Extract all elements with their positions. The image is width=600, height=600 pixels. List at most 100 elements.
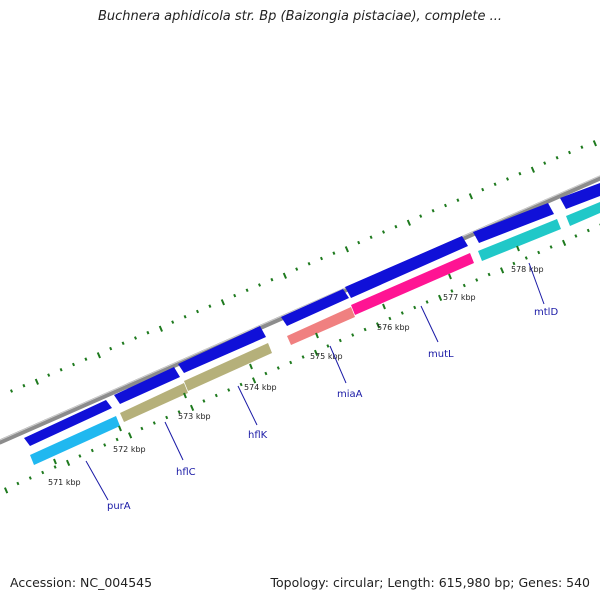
cds-arrow[interactable] <box>178 326 266 373</box>
gc-dot <box>562 239 567 247</box>
scale-tick <box>516 245 520 252</box>
gc-dot <box>301 355 305 359</box>
gene-leader-line <box>329 345 347 384</box>
outer-dot <box>233 293 237 298</box>
outer-dot <box>481 187 485 192</box>
outer-dot <box>146 330 150 335</box>
outer-dot <box>369 235 373 240</box>
gene-label-hflC[interactable]: hflC <box>176 467 196 478</box>
outer-dot <box>220 299 225 306</box>
gene-leader-line <box>164 421 184 461</box>
outer-dot <box>580 145 584 149</box>
accession-text: Accession: NC_004545 <box>10 575 153 590</box>
gc-dot <box>115 437 119 442</box>
gc-dot <box>413 305 417 310</box>
gene-block-hflC[interactable] <box>120 383 188 422</box>
cds-reverse-strand <box>30 202 600 465</box>
gc-dot <box>252 377 257 384</box>
cds-arrow[interactable] <box>560 183 600 209</box>
gene-labels: purA hflC hflK miaA mutL mtlD <box>85 262 558 512</box>
gene-label-miaA[interactable]: miaA <box>337 389 363 400</box>
outer-dot <box>518 171 522 176</box>
outer-dot <box>543 161 547 165</box>
outer-dot <box>344 246 349 253</box>
gc-dot <box>549 245 553 249</box>
outer-dot <box>208 304 212 308</box>
outer-dot <box>332 251 336 255</box>
gc-dot <box>214 393 218 398</box>
gc-dot <box>264 371 268 376</box>
cds-forward-strand <box>24 183 600 446</box>
cds-arrow[interactable] <box>345 236 468 298</box>
gc-dot <box>351 333 355 337</box>
outer-dot <box>121 341 125 346</box>
outer-dot <box>109 346 113 351</box>
gc-dot <box>140 426 144 431</box>
gene-block-miaA[interactable] <box>287 307 355 345</box>
outer-dot <box>320 256 324 261</box>
scale-tick <box>448 273 452 280</box>
gc-dot <box>190 404 195 412</box>
outer-dot <box>592 140 597 147</box>
gc-dot <box>78 454 82 458</box>
scale-label: 578 kbp <box>511 265 544 274</box>
gc-dot <box>438 294 443 302</box>
gene-block-mtlD[interactable] <box>566 202 600 226</box>
outer-dot <box>381 230 386 234</box>
gene-label-purA[interactable]: purA <box>107 501 131 512</box>
outer-dot <box>183 315 187 319</box>
outer-dot <box>456 198 460 202</box>
gene-block-purA[interactable] <box>30 416 120 465</box>
gc-skew-dots <box>4 223 600 494</box>
gc-dot <box>512 261 516 266</box>
gc-dot <box>16 481 20 486</box>
gc-dot <box>537 250 541 255</box>
scale-tick <box>183 392 187 399</box>
gc-dot <box>450 289 454 293</box>
gc-dot <box>177 410 181 414</box>
gene-leader-line <box>85 460 109 501</box>
outer-dot <box>59 368 63 372</box>
outer-dot <box>307 262 311 266</box>
gc-dot <box>487 272 491 277</box>
cds-arrow[interactable] <box>281 289 349 326</box>
gene-block-mtlD[interactable] <box>478 219 561 261</box>
gene-label-mtlD[interactable]: mtlD <box>534 307 558 318</box>
outer-dot <box>282 272 287 279</box>
outer-dot <box>567 150 572 155</box>
outer-dot <box>72 362 76 367</box>
scale-tick <box>382 303 386 310</box>
cds-arrow[interactable] <box>114 367 180 404</box>
gene-label-hflK[interactable]: hflK <box>248 430 268 441</box>
gene-leader-line <box>420 305 439 343</box>
outer-dot <box>134 336 138 340</box>
scale-tick <box>118 425 122 432</box>
outer-dot <box>406 219 411 226</box>
gc-dot <box>338 338 342 343</box>
cds-arrow[interactable] <box>473 203 554 243</box>
gc-dot <box>314 349 319 357</box>
outer-dot <box>431 209 435 213</box>
scale-tick <box>53 458 57 465</box>
outer-dot <box>419 214 423 218</box>
map-title: Buchnera aphidicola str. Bp (Baizongia p… <box>97 9 503 24</box>
gc-dot <box>128 432 133 439</box>
gc-dot <box>28 476 32 480</box>
outer-dot <box>171 320 175 324</box>
gc-dot <box>586 228 590 233</box>
gc-dot <box>65 459 71 467</box>
gene-label-mutL[interactable]: mutL <box>428 349 454 360</box>
scale-tick <box>315 332 319 339</box>
outer-dot <box>96 352 101 359</box>
gc-dot <box>41 470 45 475</box>
gc-dot <box>239 382 243 387</box>
outer-dot <box>47 373 51 377</box>
gc-dot <box>574 234 578 238</box>
gene-block-mutL[interactable] <box>351 253 474 315</box>
outer-dot <box>158 325 163 332</box>
gene-block-hflK[interactable] <box>184 343 272 391</box>
outer-dot <box>258 283 262 287</box>
cds-arrow[interactable] <box>24 400 112 446</box>
outer-dot <box>22 383 26 388</box>
outer-dot <box>34 378 39 385</box>
